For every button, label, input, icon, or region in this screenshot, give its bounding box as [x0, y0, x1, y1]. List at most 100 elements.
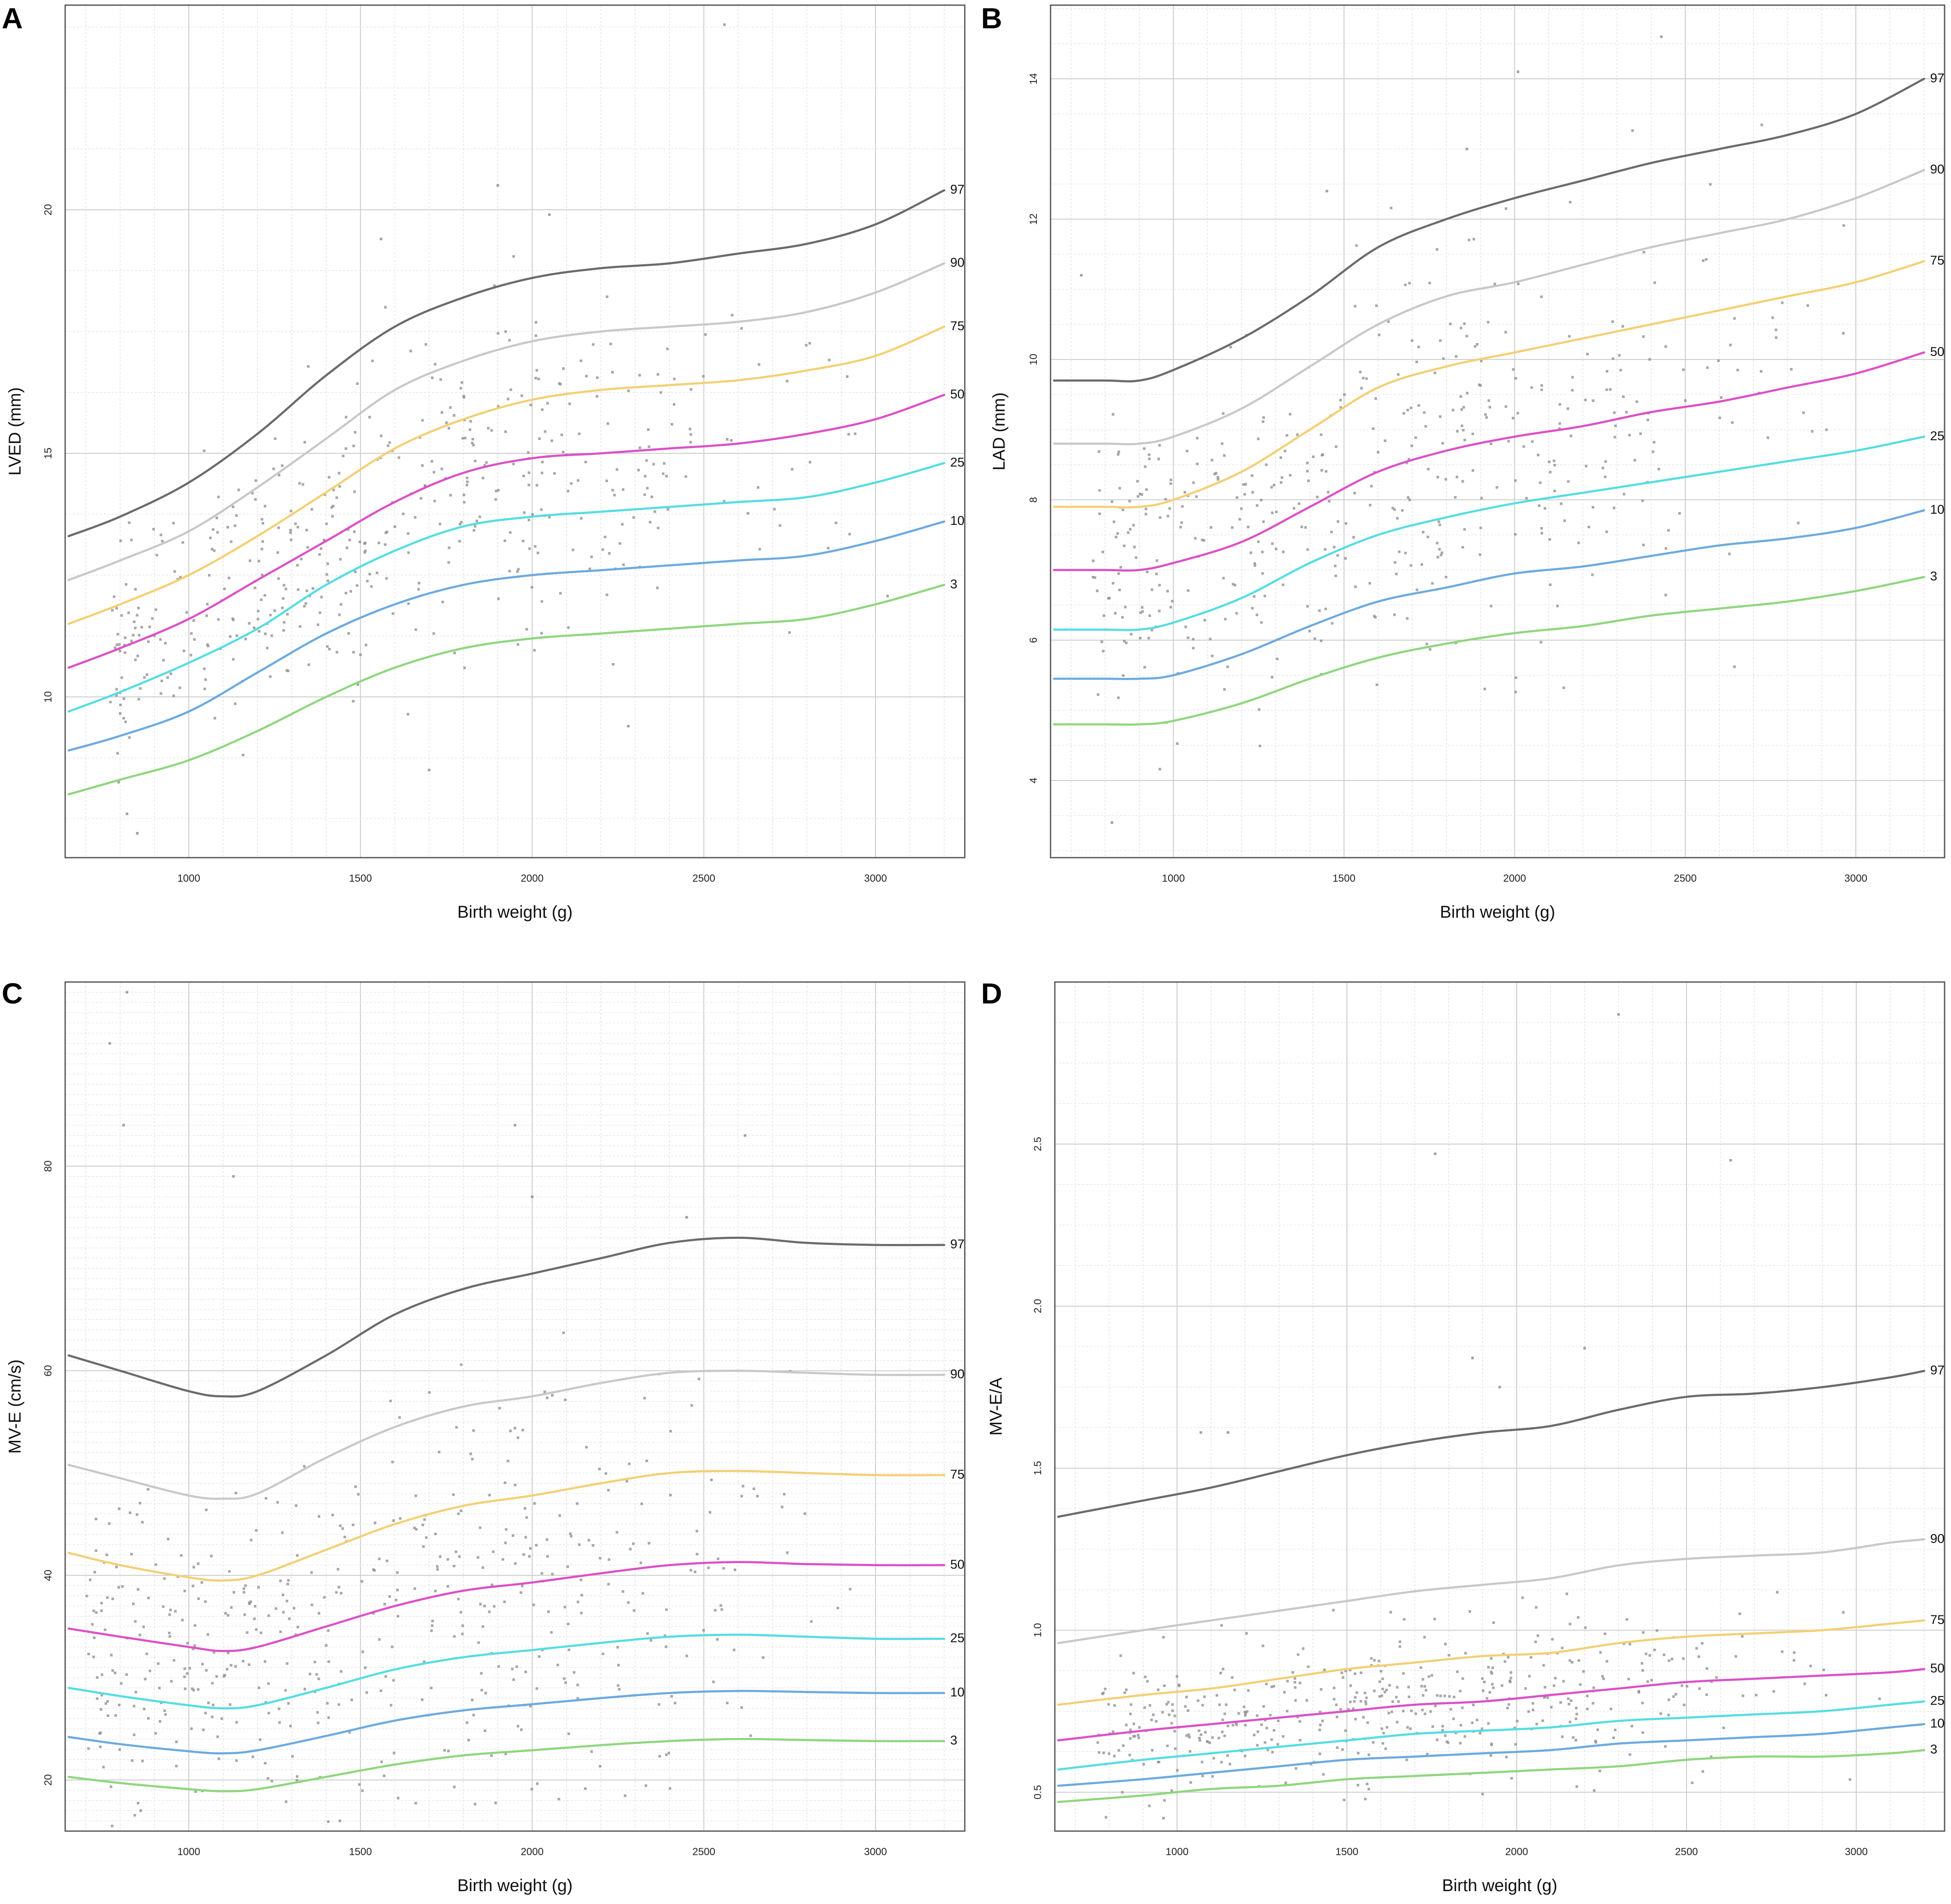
- scatter-point: [483, 1605, 486, 1608]
- scatter-point: [1803, 1682, 1806, 1685]
- scatter-point: [1402, 1709, 1405, 1712]
- scatter-point: [540, 600, 543, 603]
- scatter-point: [1382, 1742, 1385, 1745]
- scatter-point: [215, 516, 218, 519]
- scatter-point: [504, 1753, 507, 1756]
- scatter-point: [253, 626, 256, 629]
- scatter-point: [1409, 564, 1412, 567]
- scatter-point: [133, 620, 136, 623]
- scatter-point: [740, 1706, 743, 1709]
- scatter-point: [100, 1602, 103, 1605]
- scatter-point: [363, 551, 366, 554]
- scatter-point: [1282, 1735, 1285, 1738]
- y-tick-label: 10: [1028, 354, 1039, 365]
- curve-label-p50: 50: [1930, 1661, 1944, 1675]
- scatter-point: [1220, 1624, 1223, 1627]
- scatter-point: [1398, 550, 1401, 553]
- scatter-point: [537, 377, 540, 380]
- percentile-curve-p50: [1057, 1668, 1925, 1741]
- scatter-point: [421, 419, 424, 422]
- scatter-point-outlier: [139, 1809, 142, 1812]
- scatter-point: [310, 1603, 313, 1606]
- scatter-point: [1558, 422, 1561, 425]
- scatter-point: [1423, 411, 1426, 414]
- scatter-point: [529, 1705, 532, 1708]
- scatter-point: [1335, 1715, 1338, 1718]
- scatter-point: [509, 531, 512, 534]
- scatter-point: [1271, 542, 1274, 545]
- scatter-point: [1240, 507, 1243, 510]
- scatter-point: [213, 549, 216, 552]
- scatter-point: [393, 525, 396, 528]
- scatter-point: [120, 1682, 123, 1685]
- scatter-point: [504, 330, 507, 333]
- scatter-point: [318, 1515, 321, 1518]
- x-tick-label: 1000: [1162, 873, 1185, 884]
- scatter-point: [584, 461, 587, 464]
- scatter-point: [1196, 462, 1199, 465]
- scatter-point: [257, 609, 260, 612]
- scatter-point: [347, 632, 350, 635]
- scatter-point: [578, 432, 581, 435]
- scatter-point: [1543, 1696, 1546, 1699]
- scatter-point: [503, 539, 506, 542]
- scatter-point: [235, 1721, 238, 1724]
- scatter-point: [1148, 1704, 1151, 1707]
- scatter-point: [1575, 1707, 1578, 1710]
- scatter-point: [294, 522, 297, 525]
- scatter-point: [147, 640, 150, 643]
- scatter-point: [335, 1591, 338, 1594]
- scatter-point: [458, 540, 461, 543]
- scatter-point: [1375, 304, 1378, 307]
- scatter-point: [92, 1609, 95, 1612]
- scatter-point: [1119, 566, 1122, 569]
- scatter-point: [1135, 556, 1138, 559]
- scatter-point: [587, 1539, 590, 1542]
- scatter-point: [261, 573, 264, 576]
- scatter-point: [1098, 450, 1101, 453]
- curve-label-p10: 10: [1930, 503, 1944, 517]
- scatter-point: [313, 1660, 316, 1663]
- scatter-point: [281, 464, 284, 467]
- scatter-point: [1599, 1769, 1602, 1772]
- percentile-curve-p25: [67, 462, 945, 713]
- scatter-point: [1647, 419, 1650, 422]
- scatter-point: [1260, 499, 1263, 502]
- scatter-point: [1542, 1664, 1545, 1667]
- scatter-point: [1459, 395, 1462, 398]
- scatter-point: [372, 1568, 375, 1571]
- scatter-point: [145, 1652, 148, 1655]
- scatter-point: [228, 576, 231, 579]
- scatter-point: [1194, 537, 1197, 540]
- scatter-point: [1611, 357, 1614, 360]
- grid: [65, 5, 965, 858]
- scatter-point: [1223, 454, 1226, 457]
- x-tick-label: 2500: [1675, 1846, 1698, 1858]
- scatter-point: [436, 1568, 439, 1571]
- scatter-point-outlier: [723, 23, 726, 26]
- scatter-point: [534, 545, 537, 548]
- scatter-point: [1342, 1676, 1345, 1679]
- scatter-point: [522, 474, 525, 477]
- scatter-point: [417, 588, 420, 591]
- scatter-point: [1259, 744, 1262, 747]
- scatter-point: [1318, 1729, 1321, 1732]
- scatter-point: [1217, 1736, 1220, 1739]
- scatter-point: [1644, 1652, 1647, 1655]
- scatter-point: [1166, 590, 1169, 593]
- scatter-point: [809, 461, 812, 464]
- scatter-point: [1429, 648, 1432, 651]
- scatter-point: [356, 683, 359, 686]
- scatter-point: [1445, 575, 1448, 578]
- curve-label-p75: 75: [950, 319, 964, 333]
- percentile-curve-p10: [1053, 509, 1925, 680]
- scatter-point: [1705, 258, 1708, 261]
- scatter-point: [1507, 1656, 1510, 1659]
- scatter-point: [1251, 491, 1254, 494]
- curve-label-p50: 50: [1930, 345, 1944, 359]
- scatter-point: [534, 321, 537, 324]
- scatter-point: [243, 1613, 246, 1616]
- scatter-point: [1104, 1687, 1107, 1690]
- scatter-point: [224, 1612, 227, 1615]
